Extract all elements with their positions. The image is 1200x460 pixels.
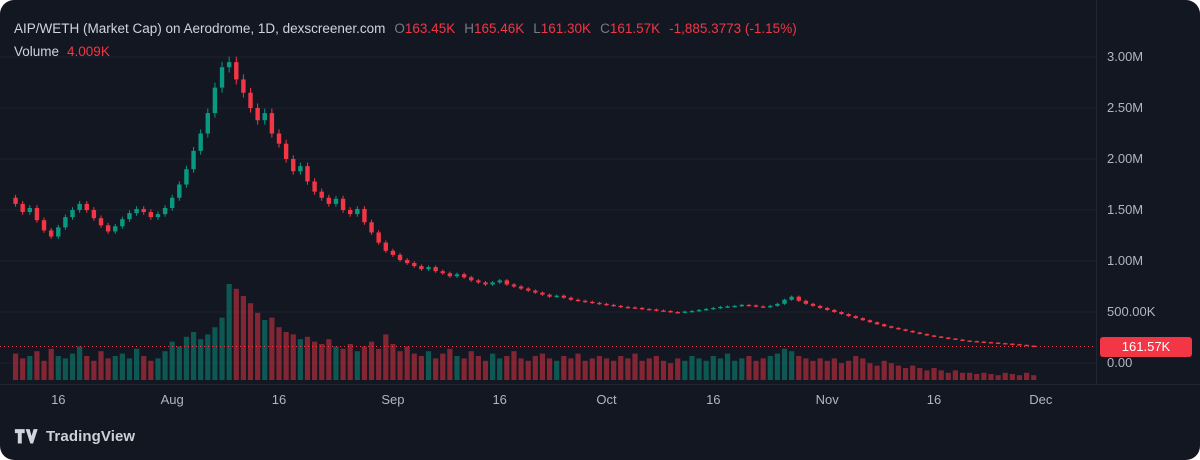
last-price-badge: 161.57K [1100,336,1192,357]
tradingview-attribution[interactable]: TradingView [14,424,135,448]
price-axis-label: 500.00K [1107,304,1156,319]
time-axis-label: 16 [926,392,942,407]
ohlc-open: O 163.45K [394,21,455,36]
price-axis[interactable]: 3.00M 2.50M 2.00M 1.50M 1.00M 500.00K 0.00 [1096,0,1200,384]
time-axis-label: 16 [492,392,507,407]
ohlc-low: L 161.30K [533,21,591,36]
change-value: -1,885.3773 (-1.15%) [669,21,797,36]
low-value: 161.30K [540,21,592,36]
price-axis-label: 2.00M [1107,151,1144,166]
price-axis-label: 3.00M [1107,49,1144,64]
time-axis-label: Nov [815,392,839,407]
time-axis-label: 16 [51,392,66,407]
time-axis-label: Sep [381,392,405,407]
close-value: 161.57K [609,21,661,36]
time-axis-label: Aug [160,392,184,407]
legend-bar: AIP/WETH (Market Cap) on Aerodrome, 1D, … [14,21,797,36]
high-label: H [464,21,474,36]
time-axis-label: 16 [271,392,287,407]
ohlc-close: C 161.57K [600,21,660,36]
close-label: C [600,21,610,36]
high-value: 165.46K [473,21,525,36]
price-axis-label: 0.00 [1107,355,1133,370]
price-axis-label: 1.00M [1107,253,1144,268]
symbol-title[interactable]: AIP/WETH (Market Cap) on Aerodrome, 1D, … [14,21,386,36]
tradingview-logo-icon [14,428,38,443]
volume-indicator-label[interactable]: Volume [14,44,60,59]
open-label: O [394,21,405,36]
volume-value: 4.009K [67,44,110,59]
price-axis-label: 2.50M [1107,100,1144,115]
open-value: 163.45K [404,21,456,36]
tradingview-brand-text: TradingView [46,427,136,445]
time-axis-label: 16 [706,392,721,407]
time-axis-label: Dec [1029,392,1053,407]
volume-legend: Volume 4.009K [14,44,110,59]
time-axis-label: Oct [596,392,617,407]
price-axis-label: 1.50M [1107,202,1144,217]
time-axis[interactable]: 16 Aug 16 Sep 16 Oct 16 Nov 16 Dec [0,384,1200,415]
ohlc-high: H 165.46K [464,21,524,36]
low-label: L [533,21,541,36]
